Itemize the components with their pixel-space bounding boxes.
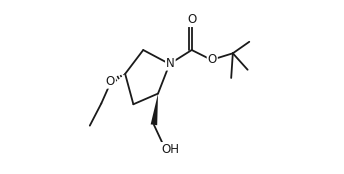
Text: O: O	[187, 13, 196, 26]
Text: O: O	[208, 53, 217, 66]
Text: OH: OH	[161, 143, 179, 156]
Polygon shape	[151, 94, 158, 125]
Text: N: N	[166, 57, 175, 70]
Text: O: O	[106, 75, 115, 88]
